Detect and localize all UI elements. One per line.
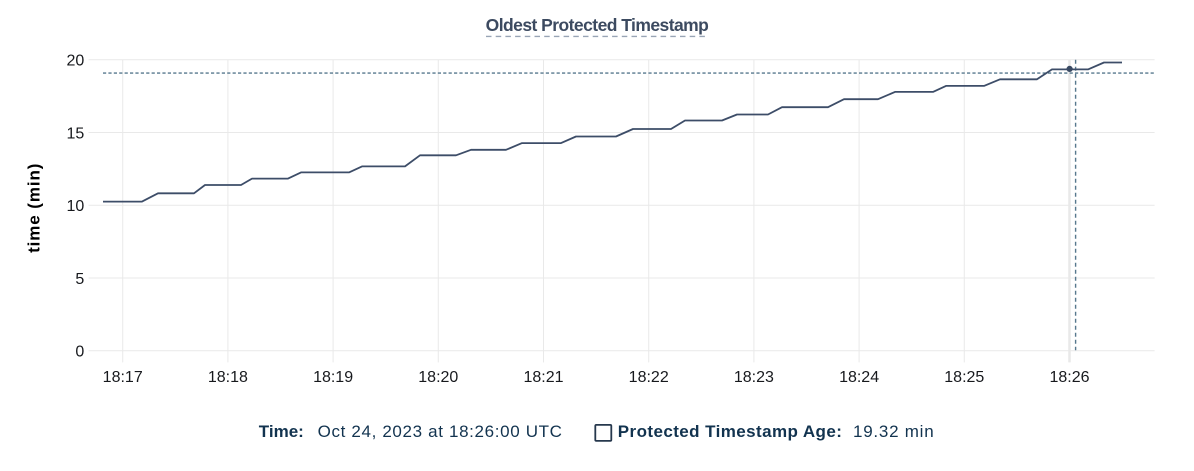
svg-text:Oldest Protected Timestamp: Oldest Protected Timestamp — [486, 15, 709, 35]
svg-text:18:21: 18:21 — [523, 369, 563, 386]
svg-text:Protected Timestamp Age:: Protected Timestamp Age: — [618, 422, 843, 441]
svg-text:18:25: 18:25 — [944, 369, 984, 386]
svg-text:18:19: 18:19 — [313, 369, 353, 386]
svg-text:18:18: 18:18 — [208, 369, 248, 386]
svg-text:15: 15 — [67, 125, 85, 142]
svg-text:time (min): time (min) — [25, 163, 44, 253]
svg-text:18:22: 18:22 — [629, 369, 669, 386]
svg-text:18:24: 18:24 — [839, 369, 879, 386]
svg-text:20: 20 — [67, 53, 85, 70]
svg-text:5: 5 — [75, 271, 84, 288]
svg-text:18:20: 18:20 — [418, 369, 458, 386]
svg-text:Time:: Time: — [259, 422, 304, 441]
svg-text:19.32 min: 19.32 min — [853, 422, 934, 441]
svg-text:10: 10 — [67, 198, 85, 215]
svg-text:18:17: 18:17 — [103, 369, 143, 386]
svg-text:0: 0 — [75, 344, 84, 361]
svg-text:18:23: 18:23 — [734, 369, 774, 386]
svg-text:18:26: 18:26 — [1049, 369, 1089, 386]
svg-text:Oct 24, 2023 at 18:26:00 UTC: Oct 24, 2023 at 18:26:00 UTC — [318, 422, 563, 441]
